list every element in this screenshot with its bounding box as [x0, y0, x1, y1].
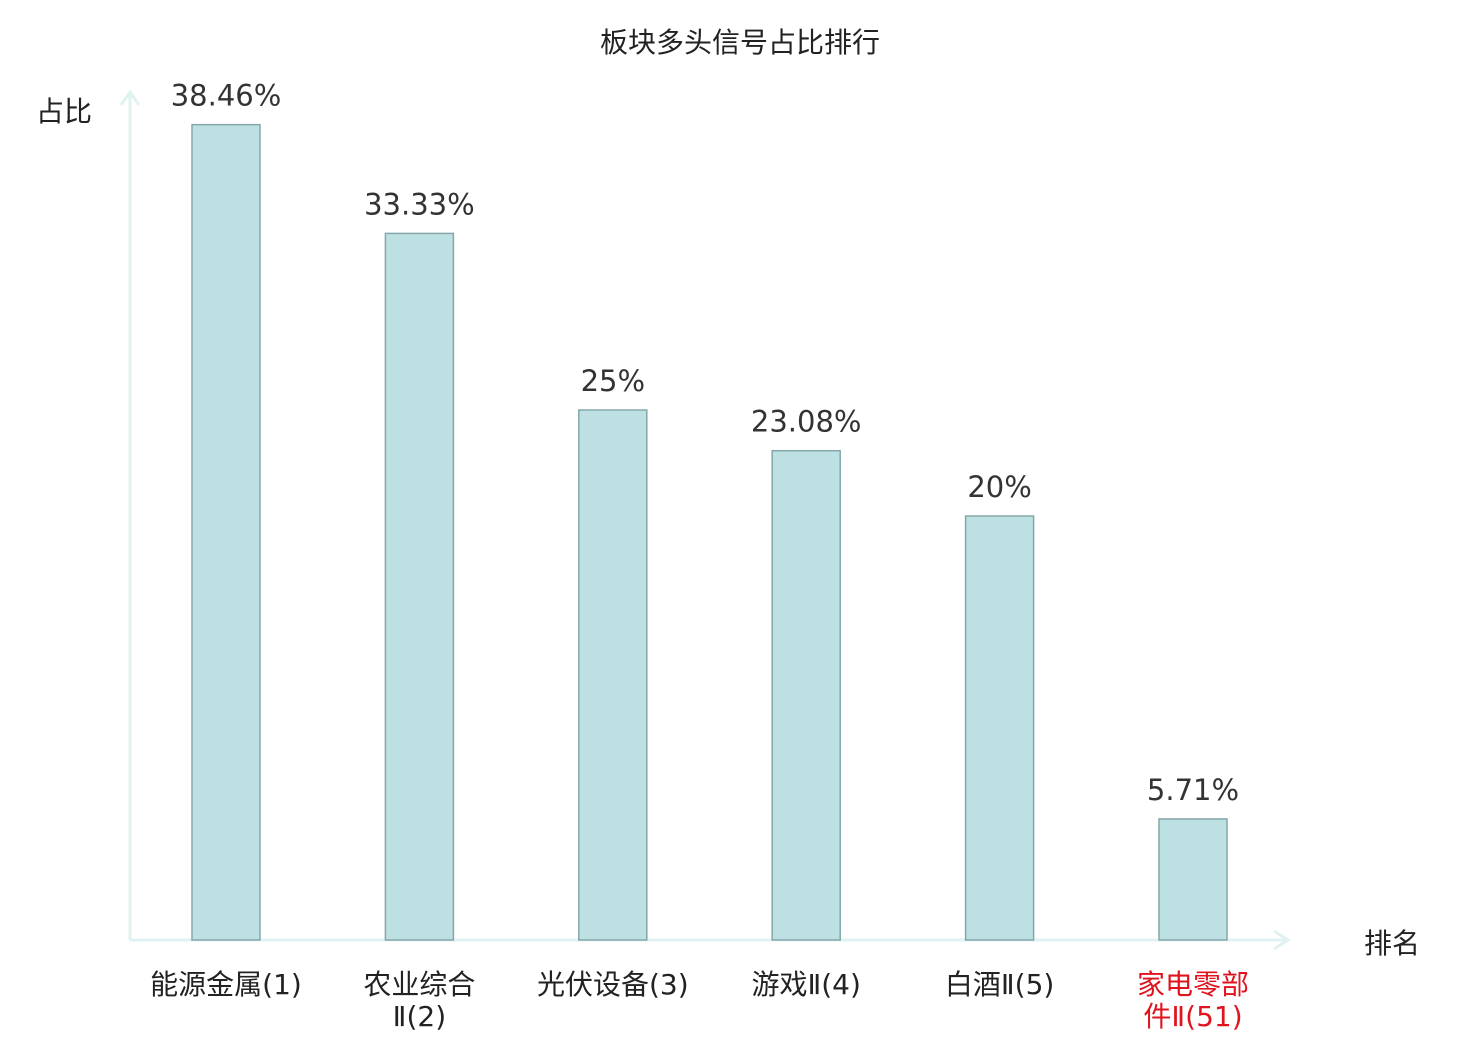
bar	[771, 449, 841, 941]
y-axis-label: 占比	[36, 95, 92, 128]
x-tick-label: 能源金属(1)	[150, 968, 302, 1001]
chart-title: 板块多头信号占比排行	[600, 26, 880, 59]
bar-value-label: 38.46%	[171, 79, 282, 113]
bar-value-label: 25%	[581, 364, 645, 398]
bar-value-label: 33.33%	[364, 187, 475, 221]
x-axis-arrow-icon	[1273, 929, 1291, 951]
x-tick-label: 农业综合	[363, 968, 475, 1001]
x-tick-label: 游戏Ⅱ(4)	[751, 968, 860, 1001]
bar	[578, 409, 648, 941]
x-tick-label: 家电零部	[1137, 968, 1249, 1001]
bar-value-label: 20%	[967, 470, 1031, 504]
x-axis-label: 排名	[1364, 927, 1420, 960]
bar-value-label: 5.71%	[1147, 773, 1239, 807]
bar-value-label: 23.08%	[751, 405, 862, 439]
x-tick-label: Ⅱ(2)	[393, 1000, 446, 1033]
y-axis-arrow-icon	[119, 89, 141, 106]
x-tick-label: 件Ⅱ(51)	[1143, 1000, 1242, 1033]
x-tick-label: 光伏设备(3)	[537, 968, 689, 1001]
bar	[1158, 818, 1228, 941]
bar	[964, 515, 1035, 941]
x-tick-label: 白酒Ⅱ(5)	[945, 968, 1054, 1001]
bar	[384, 232, 455, 941]
bar	[191, 123, 261, 941]
